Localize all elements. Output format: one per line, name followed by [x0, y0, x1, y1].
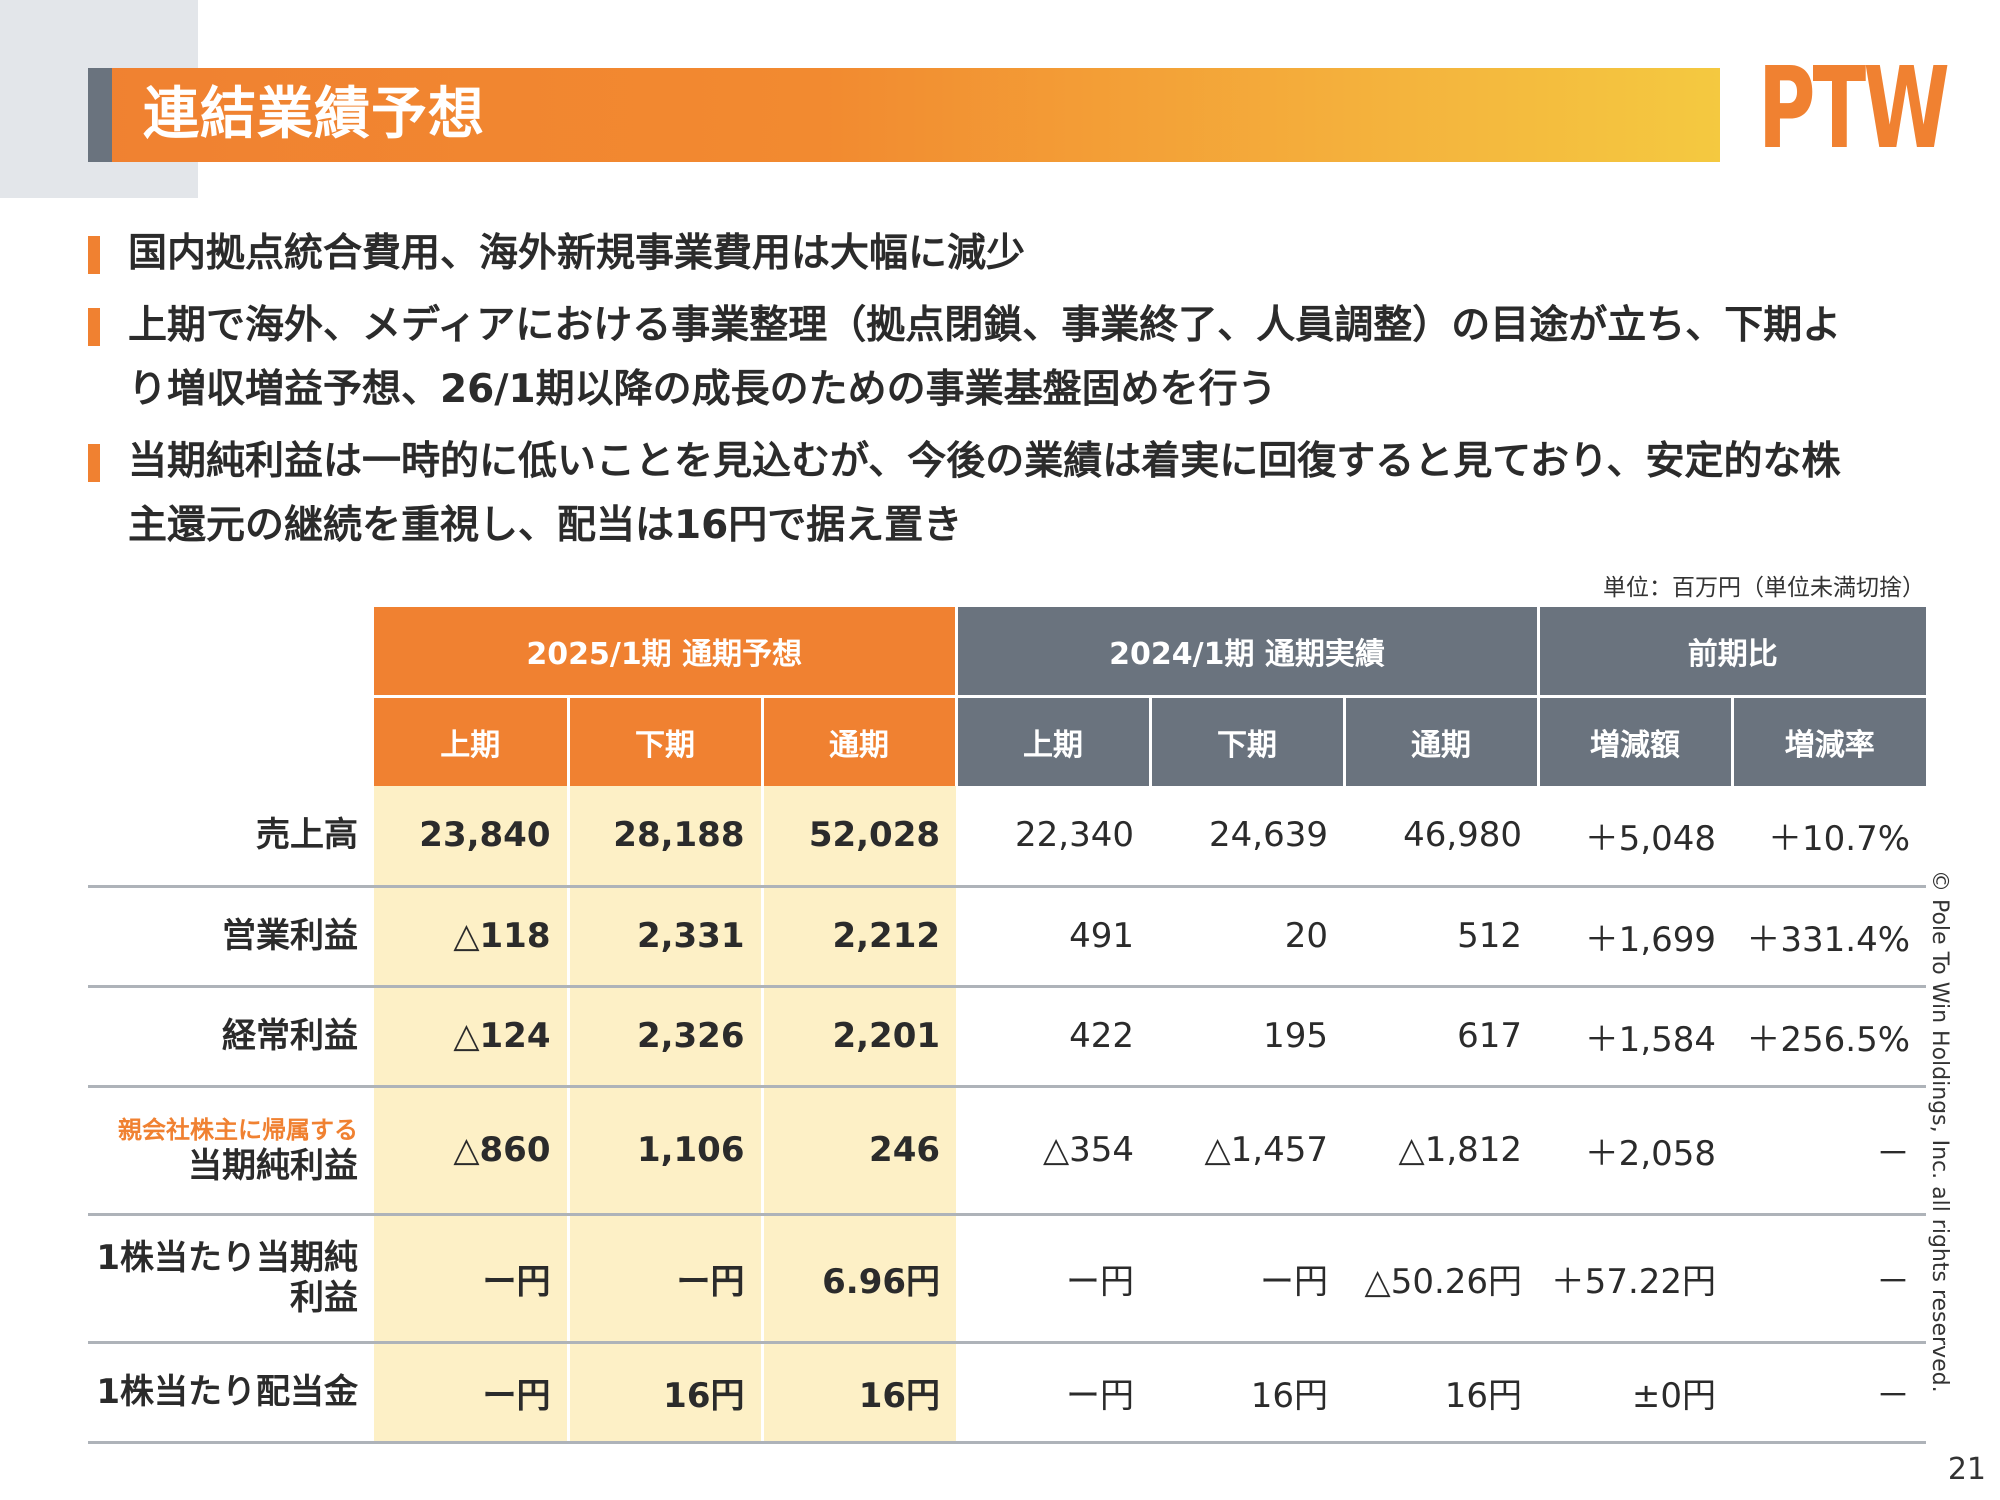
sub-header-cell: 下期: [1148, 695, 1345, 786]
page-title: 連結業績予想: [143, 82, 485, 147]
change-cell: ＋57.22円: [1538, 1214, 1733, 1344]
forecast-cell: △118: [374, 886, 568, 988]
bullet-item: 上期で海外、メディアにおける事業整理（拠点閉鎖、事業終了、人員調整）の目途が立ち…: [88, 294, 1848, 422]
forecast-cell: ー円: [374, 1214, 568, 1344]
actual-cell: 16円: [1150, 1342, 1345, 1444]
forecast-cell: 28,188: [566, 786, 762, 888]
actual-cell: 491: [956, 886, 1151, 988]
actual-cell: ー円: [1150, 1214, 1345, 1344]
table-row: 営業利益 △118 2,331 2,212 491 20 512 ＋1,699 …: [88, 886, 1927, 988]
row-label: 1株当たり配当金: [88, 1342, 374, 1444]
forecast-cell: 2,212: [760, 886, 957, 988]
change-cell: ＋5,048: [1538, 786, 1733, 888]
sub-header-cell: 下期: [566, 695, 762, 786]
empty-header-cell: [88, 607, 374, 697]
change-cell: －: [1732, 1342, 1927, 1444]
actual-cell: 617: [1344, 986, 1539, 1088]
actual-cell: △50.26円: [1344, 1214, 1539, 1344]
bullet-marker-icon: [88, 236, 100, 274]
forecast-cell: ー円: [566, 1214, 762, 1344]
table-row: 1株当たり配当金 ー円 16円 16円 ー円 16円 16円 ±0円 －: [88, 1342, 1927, 1444]
table-row: 1株当たり当期純利益 ー円 ー円 6.96円 ー円 ー円 △50.26円 ＋57…: [88, 1214, 1927, 1344]
forecast-cell: 23,840: [374, 786, 568, 888]
forecast-cell: 16円: [566, 1342, 762, 1444]
group-header-actual: 2024/1期 通期実績: [954, 607, 1539, 697]
actual-cell: 20: [1150, 886, 1345, 988]
sub-header-cell: 上期: [374, 695, 568, 786]
bullet-marker-icon: [88, 444, 100, 482]
copyright-notice: © Pole To Win Holdings, Inc. all rights …: [1927, 870, 1952, 1393]
title-accent: [88, 68, 112, 162]
actual-cell: △1,457: [1150, 1086, 1345, 1216]
change-cell: ＋331.4%: [1732, 886, 1927, 988]
forecast-cell: 2,326: [566, 986, 762, 1088]
group-header-forecast: 2025/1期 通期予想: [374, 607, 957, 697]
forecast-cell: 1,106: [566, 1086, 762, 1216]
forecast-cell: 16円: [760, 1342, 957, 1444]
row-label: 売上高: [88, 786, 374, 888]
table-row: 経常利益 △124 2,326 2,201 422 195 617 ＋1,584…: [88, 986, 1927, 1088]
actual-cell: ー円: [956, 1342, 1151, 1444]
results-table: 2025/1期 通期予想 2024/1期 通期実績 前期比 上期 下期 通期 上…: [88, 607, 1927, 1444]
forecast-cell: 2,331: [566, 886, 762, 988]
change-cell: ＋1,699: [1538, 886, 1733, 988]
actual-cell: 16円: [1344, 1342, 1539, 1444]
row-label: 1株当たり当期純利益: [88, 1214, 374, 1344]
sub-header-cell: 増減額: [1536, 695, 1733, 786]
forecast-cell: 52,028: [760, 786, 957, 888]
actual-cell: 195: [1150, 986, 1345, 1088]
change-cell: ±0円: [1538, 1342, 1733, 1444]
row-label: 経常利益: [88, 986, 374, 1088]
row-label: 親会社株主に帰属する 当期純利益: [88, 1086, 374, 1216]
actual-cell: 422: [956, 986, 1151, 1088]
actual-cell: ー円: [956, 1214, 1151, 1344]
sub-header-cell: 増減率: [1730, 695, 1927, 786]
title-bar: 連結業績予想: [88, 68, 1720, 162]
change-cell: ＋1,584: [1538, 986, 1733, 1088]
change-cell: ＋2,058: [1538, 1086, 1733, 1216]
actual-cell: 46,980: [1344, 786, 1539, 888]
actual-cell: △1,812: [1344, 1086, 1539, 1216]
row-label: 営業利益: [88, 886, 374, 988]
bullet-list: 国内拠点統合費用、海外新規事業費用は大幅に減少 上期で海外、メディアにおける事業…: [88, 222, 1848, 566]
sub-header-cell: 上期: [954, 695, 1151, 786]
actual-cell: 512: [1344, 886, 1539, 988]
group-header-change: 前期比: [1536, 607, 1927, 697]
change-cell: －: [1732, 1214, 1927, 1344]
sub-header-cell: 通期: [760, 695, 957, 786]
forecast-cell: 246: [760, 1086, 957, 1216]
row-sublabel: 親会社株主に帰属する: [118, 1116, 358, 1144]
sub-header-cell: 通期: [1342, 695, 1539, 786]
forecast-cell: △860: [374, 1086, 568, 1216]
forecast-cell: △124: [374, 986, 568, 1088]
forecast-cell: 6.96円: [760, 1214, 957, 1344]
forecast-cell: 2,201: [760, 986, 957, 1088]
change-cell: ＋10.7%: [1732, 786, 1927, 888]
bullet-marker-icon: [88, 308, 100, 346]
bullet-item: 国内拠点統合費用、海外新規事業費用は大幅に減少: [88, 222, 1848, 286]
actual-cell: △354: [956, 1086, 1151, 1216]
forecast-cell: ー円: [374, 1342, 568, 1444]
table-row: 親会社株主に帰属する 当期純利益 △860 1,106 246 △354 △1,…: [88, 1086, 1927, 1216]
group-header-row: 2025/1期 通期予想 2024/1期 通期実績 前期比: [88, 607, 1927, 697]
change-cell: ＋256.5%: [1732, 986, 1927, 1088]
bullet-item: 当期純利益は一時的に低いことを見込むが、今後の業績は着実に回復すると見ており、安…: [88, 430, 1848, 558]
table-row: 売上高 23,840 28,188 52,028 22,340 24,639 4…: [88, 786, 1927, 888]
change-cell: －: [1732, 1086, 1927, 1216]
empty-header-cell: [88, 697, 374, 787]
actual-cell: 24,639: [1150, 786, 1345, 888]
unit-note: 単位：百万円（単位未満切捨）: [1603, 575, 1925, 601]
page-number: 21: [1947, 1452, 1986, 1487]
sub-header-row: 上期 下期 通期 上期 下期 通期 増減額 増減率: [88, 695, 1927, 787]
ptw-logo: PTW: [1758, 44, 1950, 174]
actual-cell: 22,340: [956, 786, 1151, 888]
